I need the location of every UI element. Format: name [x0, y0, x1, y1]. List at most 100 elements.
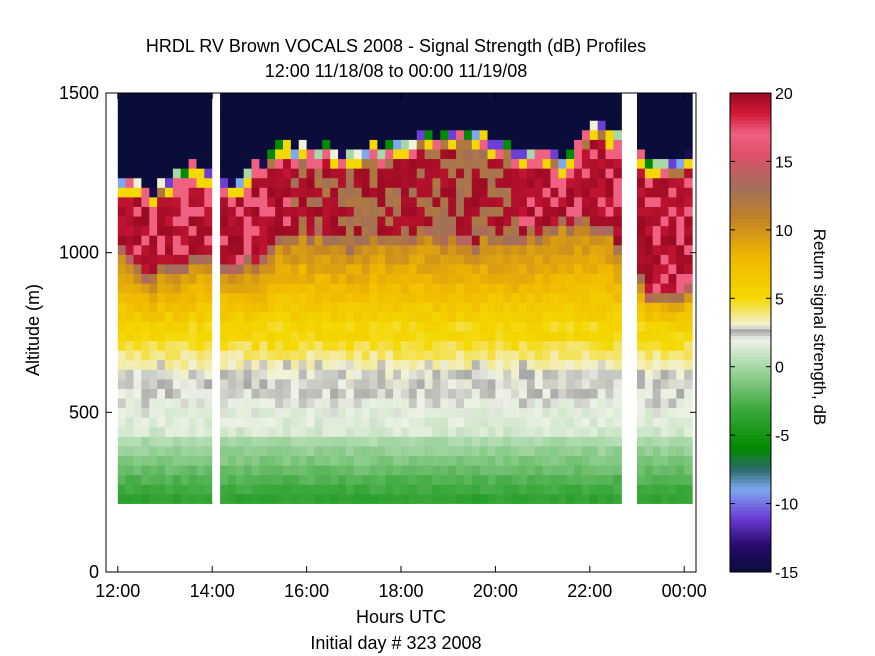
data-gap: [212, 93, 217, 504]
heatmap-cell: [165, 148, 174, 160]
heatmap-cell: [377, 168, 386, 179]
heatmap-cell: [479, 340, 489, 351]
heatmap-cell: [361, 388, 371, 399]
heatmap-cell: [157, 445, 166, 457]
heatmap-cell: [558, 244, 567, 255]
heatmap-cell: [298, 455, 308, 466]
heatmap-cell: [298, 445, 308, 457]
heatmap-cell: [448, 417, 457, 428]
heatmap-cell: [534, 484, 544, 495]
heatmap-cell: [676, 445, 685, 457]
heatmap-cell: [644, 493, 654, 504]
heatmap-cell: [597, 110, 607, 121]
heatmap-cell: [361, 148, 371, 160]
heatmap-cell: [180, 388, 190, 399]
heatmap-cell: [165, 215, 174, 227]
heatmap-cell: [432, 292, 441, 303]
heatmap-cell: [526, 302, 536, 313]
heatmap-cell: [660, 177, 670, 188]
heatmap-cell: [463, 359, 473, 370]
colorbar-segment: [730, 418, 771, 422]
heatmap-cell: [259, 100, 268, 112]
heatmap-cell: [188, 292, 198, 303]
heatmap-cell: [519, 465, 528, 476]
heatmap-cell: [503, 225, 512, 236]
heatmap-cell: [353, 93, 363, 102]
heatmap-cell: [385, 244, 394, 255]
colorbar-segment: [730, 216, 771, 221]
heatmap-cell: [377, 206, 386, 217]
heatmap-cell: [581, 302, 591, 313]
heatmap-cell: [581, 254, 591, 265]
heatmap-cell: [204, 493, 213, 504]
heatmap-cell: [141, 273, 150, 284]
heatmap-cell: [519, 455, 528, 466]
heatmap-cell: [385, 177, 394, 188]
heatmap-cell: [589, 120, 599, 131]
heatmap-cell: [188, 465, 198, 476]
heatmap-cell: [196, 436, 205, 447]
heatmap-cell: [424, 340, 434, 351]
heatmap-cell: [581, 139, 591, 150]
heatmap-cell: [401, 100, 410, 112]
heatmap-cell: [117, 436, 127, 447]
heatmap-cell: [542, 168, 552, 179]
heatmap-cell: [172, 407, 182, 418]
heatmap-cell: [416, 206, 426, 217]
heatmap-cell: [275, 330, 284, 342]
heatmap-cell: [196, 215, 205, 227]
heatmap-cell: [322, 206, 331, 217]
heatmap-cell: [613, 455, 622, 466]
heatmap-cell: [204, 321, 213, 332]
heatmap-cell: [117, 350, 127, 361]
heatmap-cell: [227, 484, 237, 495]
heatmap-cell: [558, 426, 567, 437]
heatmap-cell: [463, 158, 473, 169]
heatmap-cell: [188, 206, 198, 217]
heatmap-cell: [353, 273, 363, 284]
heatmap-cell: [676, 120, 685, 131]
heatmap-cell: [283, 93, 292, 102]
heatmap-cell: [668, 465, 677, 476]
heatmap-cell: [165, 100, 174, 112]
colorbar-segment: [730, 315, 771, 320]
heatmap-cell: [125, 455, 135, 466]
heatmap-cell: [479, 244, 489, 255]
heatmap-cell: [353, 129, 363, 140]
heatmap-cell: [432, 455, 441, 466]
heatmap-cell: [644, 330, 654, 342]
heatmap-cell: [526, 321, 536, 332]
heatmap-cell: [353, 436, 363, 447]
heatmap-cell: [526, 340, 536, 351]
heatmap-cell: [377, 436, 386, 447]
heatmap-cell: [361, 369, 371, 380]
heatmap-cell: [322, 340, 331, 351]
heatmap-cell: [574, 388, 583, 399]
heatmap-cell: [503, 445, 512, 457]
heatmap-cell: [424, 417, 434, 428]
heatmap-cell: [361, 139, 371, 150]
heatmap-cell: [117, 148, 127, 160]
heatmap-cell: [676, 350, 685, 361]
heatmap-cell: [558, 235, 567, 246]
heatmap-cell: [479, 292, 489, 303]
heatmap-cell: [542, 93, 552, 102]
colorbar-segment: [730, 322, 771, 327]
heatmap-cell: [369, 484, 378, 495]
heatmap-cell: [495, 388, 504, 399]
heatmap-cell: [283, 321, 292, 332]
heatmap-cell: [550, 168, 559, 179]
colorbar-segment: [730, 288, 771, 292]
heatmap-cell: [503, 292, 512, 303]
heatmap-cell: [180, 378, 190, 389]
heatmap-cell: [385, 215, 394, 227]
heatmap-cell: [495, 474, 504, 485]
heatmap-cell: [574, 302, 583, 313]
heatmap-cell: [133, 235, 142, 246]
heatmap-cell: [196, 206, 205, 217]
heatmap-cell: [424, 388, 434, 399]
heatmap-cell: [456, 187, 465, 198]
heatmap-cell: [479, 206, 489, 217]
heatmap-cell: [204, 129, 213, 140]
heatmap-cell: [149, 426, 158, 437]
